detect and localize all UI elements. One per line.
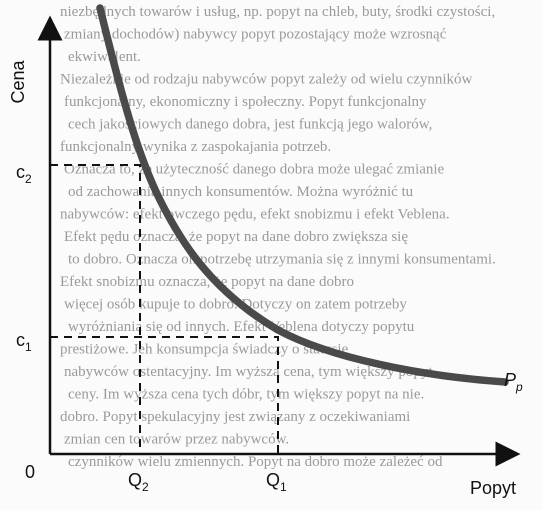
background-text-line: ceny. Im wyższa cena tych dóbr, tym więk… bbox=[68, 387, 424, 403]
tick-main-q2: Q bbox=[128, 470, 142, 490]
tick-label-c2: c2 bbox=[16, 162, 32, 186]
background-text-line: zmian cen towarów przez nabywców. bbox=[64, 432, 289, 448]
background-text-line: niezbędnych towarów i usług, np. popyt n… bbox=[60, 4, 495, 20]
background-text-line: Niezależnie od rodzaju nabywców popyt za… bbox=[60, 72, 473, 88]
background-text-line: Efekt snobizmu oznacza, że popyt na dane… bbox=[60, 274, 354, 290]
demand-curve bbox=[96, 4, 509, 386]
tick-sub-q2: 2 bbox=[142, 480, 149, 494]
tick-label-q2: Q2 bbox=[128, 470, 149, 494]
background-text-line: zmiany dochodów) nabywcy popyt pozostają… bbox=[64, 27, 447, 43]
c1-guide-line bbox=[50, 336, 279, 454]
background-text-line: Oznacza to, że użyteczność danego dobra … bbox=[64, 162, 445, 178]
background-text-line: funkcjonalny wynika z zaspokajania potrz… bbox=[60, 139, 331, 155]
tick-sub-q1: 1 bbox=[280, 480, 287, 494]
tick-main-c1: c bbox=[16, 330, 25, 350]
background-text: niezbędnych towarów i usług, np. popyt n… bbox=[60, 4, 496, 470]
curve-label: Pp bbox=[504, 370, 523, 394]
tick-label-q1: Q1 bbox=[266, 470, 287, 494]
background-text-line: dobro. Popyt spekulacyjny jest związany … bbox=[60, 409, 410, 425]
curve-label-main: P bbox=[504, 370, 516, 390]
background-text-line: prestiżowe. Jeh konsumpcja świadczy o st… bbox=[60, 342, 349, 358]
tick-label-c1: c1 bbox=[16, 330, 32, 354]
tick-sub-c2: 2 bbox=[25, 172, 32, 186]
background-text-line: nabywców ostentacyjny. Im wyższa cena, t… bbox=[64, 364, 433, 380]
y-axis-label: Cena bbox=[8, 59, 28, 103]
x-axis-label: Popyt bbox=[470, 478, 516, 498]
background-text-line: od zachowania innych konsumentów. Można … bbox=[68, 184, 414, 200]
origin-label: 0 bbox=[25, 462, 35, 482]
tick-main-c2: c bbox=[16, 162, 25, 182]
tick-sub-c1: 1 bbox=[25, 340, 32, 354]
background-text-line: cech jakościowych danego dobra, jest fun… bbox=[68, 117, 432, 133]
curve-label-sub: p bbox=[515, 380, 523, 394]
background-text-line: Efekt pędu oznacza, że popyt na dane dob… bbox=[64, 229, 408, 245]
background-text-line: ekwiwalent. bbox=[68, 49, 141, 65]
background-text-line: nabywców: efekt owczego pędu, efekt snob… bbox=[60, 207, 450, 223]
background-text-line: czynników wielu zmiennych. Popyt na dobr… bbox=[68, 454, 443, 470]
background-text-line: funkcjonalny, ekonomiczny i społeczny. P… bbox=[64, 94, 427, 110]
c2-guide-line bbox=[50, 164, 141, 454]
background-text-line: wyróżniania się od innych. Efekt Veblena… bbox=[68, 319, 415, 335]
background-text-line: to dobro. Oznacza on potrzebę utrzymania… bbox=[68, 252, 496, 268]
tick-main-q1: Q bbox=[266, 470, 280, 490]
